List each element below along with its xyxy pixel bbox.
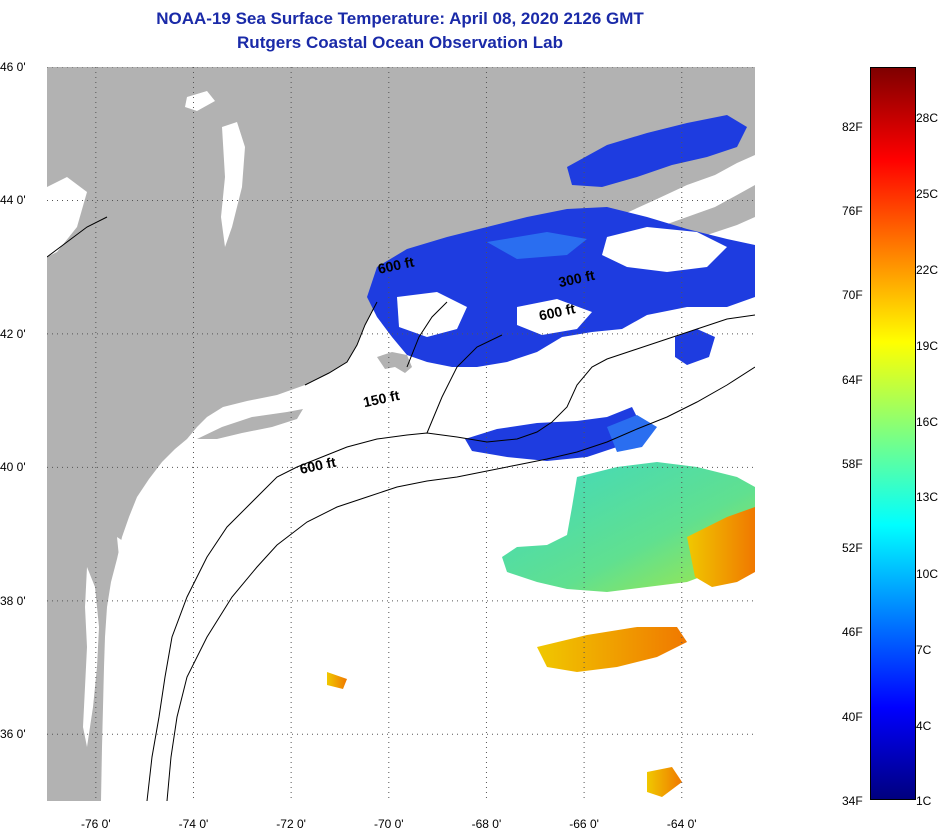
colorbar-fahrenheit-label: 70F — [842, 288, 863, 302]
longitude-tick-label: -70 0' — [373, 817, 404, 831]
longitude-tick-label: -74 0' — [178, 817, 209, 831]
colorbar-celsius-label: 25C — [916, 187, 939, 201]
colorbar-celsius-label: 13C — [916, 490, 939, 504]
colorbar-celsius-label: 7C — [916, 643, 932, 657]
colorbar-fahrenheit-label: 58F — [842, 457, 863, 471]
longitude-tick-label: -72 0' — [276, 817, 306, 831]
latitude-tick-label: 38 0' — [0, 593, 26, 608]
land-mainland — [47, 67, 755, 801]
sst-map: 600 ft 300 ft 600 ft 150 ft 600 ft — [47, 67, 755, 801]
longitude-tick-label: -76 0' — [80, 817, 111, 831]
delaware-bay — [117, 537, 135, 573]
colorbar-fahrenheit-label: 76F — [842, 204, 863, 218]
colorbar-fahrenheit-label: 46F — [842, 625, 863, 639]
map-subtitle: Rutgers Coastal Ocean Observation Lab — [237, 33, 563, 52]
contour-label: 600 ft — [376, 253, 415, 276]
colorbar-fahrenheit-label: 40F — [842, 710, 863, 724]
contour-labels: 600 ft 300 ft 600 ft 150 ft 600 ft — [298, 253, 596, 477]
colorbar-celsius-label: 28C — [916, 111, 939, 125]
latitude-tick-label: 44 0' — [0, 193, 26, 208]
colorbar-fahrenheit-label: 64F — [842, 373, 863, 387]
lake — [221, 122, 245, 247]
land-cape-cod — [377, 352, 412, 373]
colorbar-fahrenheit-label: 52F — [842, 541, 863, 555]
colorbar-celsius-label: 1C — [916, 794, 932, 808]
land-long-island — [197, 409, 303, 439]
colorbar-fahrenheit-label: 82F — [842, 120, 863, 134]
contour-label: 600 ft — [537, 300, 576, 323]
colorbar-celsius-label: 22C — [916, 263, 939, 277]
temperature-colorbar — [870, 67, 916, 800]
longitude-tick-label: -66 0' — [569, 817, 599, 831]
colorbar-celsius-label: 10C — [916, 567, 939, 581]
contour-label: 600 ft — [298, 454, 337, 477]
latitude-tick-label: 42 0' — [0, 326, 26, 341]
gridlines — [47, 67, 755, 801]
sst-warm-water — [327, 507, 755, 797]
colorbar-fahrenheit-label: 34F — [842, 794, 863, 808]
latitude-tick-label: 40 0' — [0, 460, 26, 475]
colorbar-celsius-label: 4C — [916, 719, 932, 733]
longitude-tick-label: -64 0' — [666, 817, 697, 831]
chesapeake-bay — [83, 567, 99, 747]
colorbar-celsius-label: 16C — [916, 415, 939, 429]
latitude-tick-label: 46 0' — [0, 60, 26, 74]
coastline — [47, 216, 378, 386]
map-title: NOAA-19 Sea Surface Temperature: April 0… — [156, 9, 644, 28]
bathymetry-contours — [146, 301, 755, 801]
sst-cool-water — [487, 232, 657, 452]
lake — [185, 91, 215, 111]
lake — [47, 177, 87, 257]
cloud-patches — [397, 227, 727, 337]
latitude-tick-label: 36 0' — [0, 727, 26, 742]
contour-label: 300 ft — [557, 267, 596, 290]
contour-label: 150 ft — [362, 387, 401, 410]
colorbar-celsius-label: 19C — [916, 339, 939, 353]
longitude-tick-label: -68 0' — [471, 817, 502, 831]
